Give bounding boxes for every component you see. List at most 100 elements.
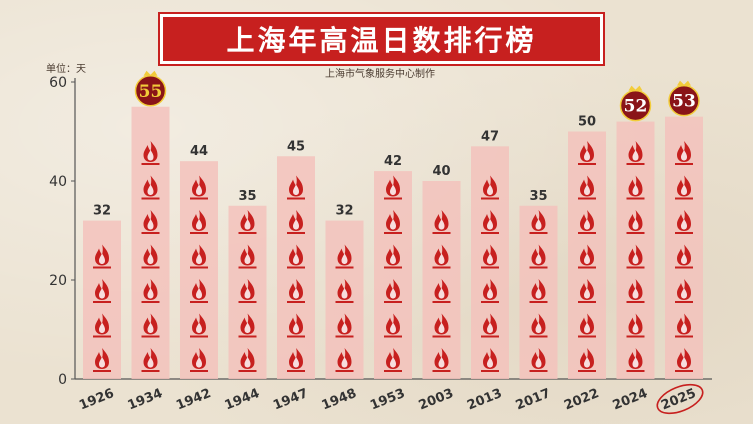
flame-icon bbox=[141, 244, 160, 269]
chart-subtitle: 上海市气象服务中心制作 bbox=[325, 69, 435, 80]
flame-icon bbox=[675, 279, 693, 303]
flame-icon bbox=[384, 175, 402, 200]
flame-icon bbox=[578, 244, 596, 269]
flame-icon bbox=[529, 313, 548, 338]
x-tick-label: 1953 bbox=[368, 386, 407, 413]
flame-icon bbox=[529, 210, 548, 234]
x-tick-label: 2003 bbox=[417, 386, 456, 413]
flame-icon bbox=[141, 348, 160, 372]
flame-icon bbox=[384, 244, 402, 269]
flame-icon bbox=[481, 244, 499, 269]
flame-icon bbox=[93, 244, 111, 269]
crown-icon bbox=[143, 70, 158, 76]
x-tick-label: 2024 bbox=[611, 386, 650, 413]
flame-icon bbox=[529, 244, 548, 269]
bar bbox=[374, 171, 412, 379]
title-banner: 上海年高温日数排行榜 bbox=[160, 14, 603, 64]
x-tick-label: 1948 bbox=[320, 386, 359, 413]
x-tick-label: 1934 bbox=[126, 386, 165, 413]
flame-icon bbox=[481, 210, 499, 234]
highlight-circle bbox=[656, 383, 704, 415]
bar-group: 50 bbox=[568, 115, 606, 379]
flame-icon bbox=[578, 313, 596, 338]
data-label: 44 bbox=[190, 144, 208, 159]
y-tick-label: 40 bbox=[49, 174, 67, 190]
x-tick-label: 1947 bbox=[271, 386, 310, 413]
flame-icon bbox=[384, 210, 402, 234]
bar-group: 32 bbox=[325, 204, 364, 379]
flame-icon bbox=[384, 348, 402, 372]
flame-icon bbox=[578, 279, 596, 303]
flame-icon bbox=[529, 279, 548, 303]
flame-icon bbox=[238, 348, 257, 372]
flame-icon bbox=[578, 175, 596, 200]
flame-icon bbox=[287, 279, 305, 303]
x-tick-label: 1944 bbox=[223, 386, 262, 413]
x-tick-label: 1942 bbox=[174, 386, 213, 413]
data-label: 40 bbox=[432, 164, 450, 179]
flame-icon bbox=[675, 141, 693, 165]
bar bbox=[131, 106, 170, 379]
bar-group: 47 bbox=[471, 129, 509, 379]
flame-icon bbox=[287, 175, 305, 200]
flame-icon bbox=[190, 279, 208, 303]
flame-icon bbox=[384, 279, 402, 303]
flame-icon bbox=[287, 244, 305, 269]
bar-group: 42 bbox=[374, 154, 412, 379]
flame-icon bbox=[626, 313, 645, 338]
flame-icon bbox=[626, 348, 645, 372]
flame-icon bbox=[578, 141, 596, 165]
flame-icon bbox=[190, 348, 208, 372]
flame-icon bbox=[626, 175, 645, 200]
x-tick-label: 2025 bbox=[659, 386, 698, 413]
medal-badge bbox=[619, 89, 652, 122]
bar-group: 53 bbox=[665, 80, 703, 380]
data-label: 52 bbox=[624, 97, 648, 117]
flame-icon bbox=[432, 244, 451, 269]
bar-group: 40 bbox=[422, 164, 461, 379]
flame-icon bbox=[287, 313, 305, 338]
y-axis-unit-label: 单位：天 bbox=[46, 64, 86, 75]
flame-icon bbox=[238, 210, 257, 234]
flame-icon bbox=[335, 279, 354, 303]
x-tick-label: 1926 bbox=[77, 386, 116, 413]
flame-icon bbox=[432, 210, 451, 234]
flame-icon bbox=[675, 175, 693, 200]
flame-icon bbox=[141, 175, 160, 200]
bar-group: 44 bbox=[180, 144, 218, 379]
flame-icon bbox=[529, 348, 548, 372]
bar bbox=[422, 181, 461, 379]
x-tick-label: 2017 bbox=[514, 386, 553, 413]
bar-group: 52 bbox=[616, 85, 655, 379]
flame-icon bbox=[141, 210, 160, 234]
flame-icon bbox=[675, 210, 693, 234]
flame-icon bbox=[141, 279, 160, 303]
flame-icon bbox=[335, 313, 354, 338]
data-label: 45 bbox=[287, 139, 305, 154]
y-tick-label: 0 bbox=[58, 372, 67, 388]
flame-icon bbox=[578, 210, 596, 234]
y-tick-label: 60 bbox=[49, 75, 67, 91]
bar-group: 45 bbox=[277, 139, 315, 379]
flame-icon bbox=[481, 348, 499, 372]
flame-icon bbox=[190, 313, 208, 338]
flame-icon bbox=[141, 313, 160, 338]
flame-icon bbox=[384, 313, 402, 338]
data-label: 55 bbox=[139, 82, 163, 102]
crown-icon bbox=[677, 80, 691, 86]
medal-badge bbox=[668, 84, 700, 117]
bar-group: 32 bbox=[83, 204, 121, 379]
data-label: 53 bbox=[672, 92, 696, 112]
bar-group: 35 bbox=[519, 189, 558, 379]
flame-icon bbox=[432, 313, 451, 338]
flame-icon bbox=[238, 244, 257, 269]
bar-group: 55 bbox=[131, 70, 170, 379]
flame-icon bbox=[190, 175, 208, 200]
flame-icon bbox=[675, 244, 693, 269]
crown-icon bbox=[628, 85, 643, 91]
flame-icon bbox=[481, 175, 499, 200]
flame-icon bbox=[238, 313, 257, 338]
data-label: 50 bbox=[578, 115, 596, 130]
bar bbox=[180, 161, 218, 379]
flame-icon bbox=[287, 348, 305, 372]
